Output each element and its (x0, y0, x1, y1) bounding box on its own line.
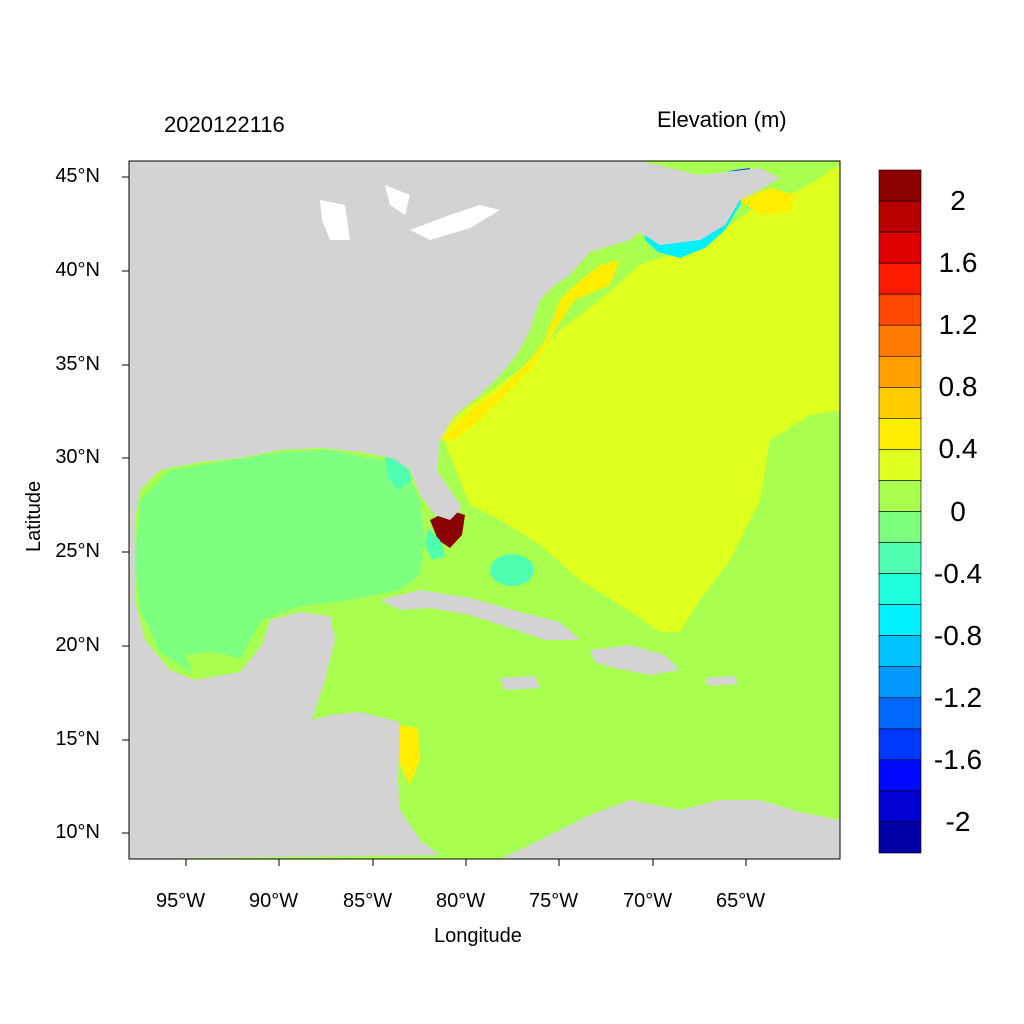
honduras-coast-surge (398, 725, 420, 785)
jamaica-island (500, 676, 540, 690)
bay-of-campeche (185, 652, 245, 678)
lake-michigan (320, 200, 350, 240)
colorbar-swatch (878, 231, 922, 264)
x-tick-label: 70°W (623, 890, 673, 912)
colorbar-label: 1.2 (938, 309, 978, 341)
colorbar-label: -0.8 (933, 619, 983, 651)
x-tick-label: 65°W (716, 890, 766, 912)
gulf-of-mexico (135, 450, 425, 672)
colorbar-label: -1.2 (933, 681, 983, 713)
y-tick-label: 35°N (55, 353, 100, 375)
colorbar-label: -0.4 (933, 557, 983, 589)
x-tick-label: 75°W (529, 890, 579, 912)
x-tick-label: 85°W (343, 890, 393, 912)
y-tick-label: 20°N (55, 634, 100, 656)
colorbar-swatch (878, 169, 922, 202)
florida-bay (425, 528, 445, 560)
colorbar-swatch (878, 480, 922, 512)
colorbar-label: 1.6 (938, 247, 978, 279)
colorbar-swatch (878, 759, 922, 792)
x-tick-label: 80°W (436, 890, 486, 912)
colorbar-swatch (878, 387, 922, 419)
north-central-america-land (129, 161, 780, 859)
colorbar-swatch (878, 293, 922, 326)
colorbar (878, 169, 922, 854)
colorbar-swatch (878, 449, 922, 481)
lake-erie-ontario (410, 205, 500, 240)
y-tick-label: 25°N (55, 540, 100, 562)
colorbar-swatch (878, 728, 922, 761)
colorbar-swatch (878, 604, 922, 636)
x-axis-label: Longitude (434, 925, 522, 947)
atlantic-high-water-zone (440, 165, 840, 632)
bahamas-bank (490, 554, 534, 586)
hispaniola-island (590, 645, 680, 675)
nova-scotia-shelf (740, 188, 795, 215)
x-tick-label: 90°W (249, 890, 299, 912)
x-tick-label: 95°W (156, 890, 206, 912)
colorbar-label: 0.4 (938, 433, 978, 465)
y-tick-label: 40°N (55, 259, 100, 281)
y-tick-label: 45°N (55, 165, 100, 187)
cuba-island (380, 590, 580, 640)
colorbar-swatch (878, 200, 922, 233)
lake-huron (385, 185, 410, 215)
colorbar-swatch (878, 262, 922, 295)
colorbar-swatch (878, 418, 922, 450)
map-plot-area (129, 161, 840, 859)
colorbar-label: 0.8 (938, 371, 978, 403)
colorbar-label: -1.6 (933, 743, 983, 775)
map-title: Elevation (m) (657, 107, 787, 132)
colorbar-label: -2 (945, 805, 971, 837)
y-tick-label: 15°N (55, 728, 100, 750)
south-florida-inundation (430, 510, 465, 548)
south-america-land (500, 800, 840, 859)
colorbar-swatch (878, 821, 922, 854)
colorbar-swatch (878, 666, 922, 699)
colorbar-swatch (878, 697, 922, 730)
y-tick-label: 10°N (55, 821, 100, 843)
colorbar-swatch (878, 790, 922, 823)
y-tick-label: 30°N (55, 446, 100, 468)
colorbar-swatch (878, 573, 922, 605)
colorbar-swatch (878, 511, 922, 543)
colorbar-label: 0 (950, 495, 966, 527)
colorbar-swatch (878, 542, 922, 574)
southeast-coast-surge (440, 260, 620, 440)
colorbar-label: 2 (950, 185, 966, 217)
date-label: 2020122116 (164, 112, 285, 137)
colorbar-swatch (878, 635, 922, 668)
tick-marks (122, 176, 747, 866)
colorbar-swatch (878, 324, 922, 357)
plot-frame (128, 160, 841, 860)
puerto-rico-island (705, 676, 738, 686)
colorbar-swatch (878, 355, 922, 388)
